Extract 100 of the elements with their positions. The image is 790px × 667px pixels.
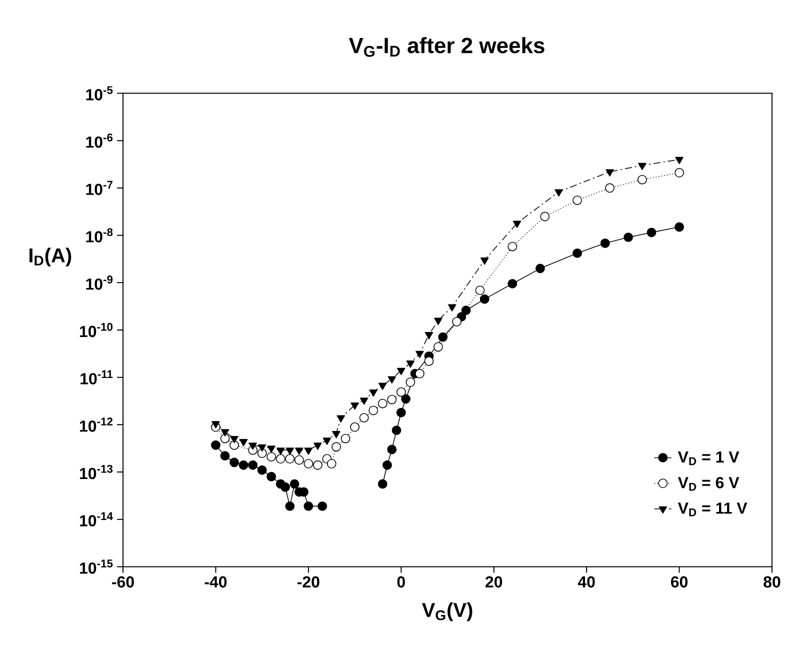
point	[350, 422, 360, 432]
point	[211, 440, 220, 450]
legend-label: V$_{D}$ = 6 V	[678, 476, 740, 491]
point	[280, 482, 290, 492]
x-tick-label: 0	[397, 576, 405, 588]
point	[382, 460, 392, 470]
x-tick-label: -60	[112, 576, 134, 588]
point	[332, 442, 341, 452]
point	[401, 394, 410, 404]
point	[238, 460, 248, 470]
y-tick-label: 10$^{-6}$	[86, 134, 113, 148]
point	[624, 232, 634, 242]
point	[295, 448, 304, 455]
point	[257, 465, 267, 475]
y-tick-label: 10$^{-13}$	[80, 464, 113, 480]
point	[304, 458, 314, 468]
point	[536, 264, 545, 274]
point	[480, 258, 489, 265]
point	[434, 318, 442, 326]
point	[369, 389, 378, 397]
point	[461, 306, 471, 316]
point	[434, 342, 443, 352]
point	[314, 442, 322, 450]
point	[304, 501, 314, 511]
x-tick-label: 20	[486, 576, 502, 588]
point	[258, 444, 266, 452]
point	[313, 460, 322, 470]
point	[230, 458, 239, 468]
point	[675, 156, 684, 164]
point	[340, 434, 350, 444]
y-axis-title: I$_{D}$(A)	[30, 248, 72, 266]
x-tick-label: 60	[670, 576, 688, 588]
point	[248, 442, 257, 450]
point	[230, 440, 239, 450]
y-tick-label: 10$^{-12}$	[80, 418, 113, 432]
point	[336, 415, 346, 422]
point	[378, 382, 387, 390]
point	[290, 479, 300, 489]
point	[606, 169, 614, 176]
point	[285, 501, 295, 511]
point	[424, 332, 434, 340]
point	[220, 434, 230, 444]
x-tick-label: -40	[204, 576, 227, 588]
y-tick-label: 10$^{-5}$	[86, 86, 113, 100]
point	[378, 479, 388, 489]
point	[438, 332, 448, 342]
x-tick-label: 40	[578, 576, 595, 588]
point	[239, 439, 248, 446]
y-tick-label: 10$^{-11}$	[80, 370, 113, 384]
point	[212, 421, 220, 428]
point	[294, 455, 304, 465]
point	[350, 402, 359, 410]
point	[248, 460, 258, 470]
point	[266, 452, 276, 462]
point	[318, 501, 328, 511]
point	[448, 304, 456, 312]
point	[638, 162, 646, 170]
point	[674, 222, 684, 232]
y-tick-label: 10$^{-14}$	[80, 512, 113, 526]
point	[540, 212, 550, 222]
point	[605, 183, 614, 193]
point	[326, 458, 336, 468]
point	[646, 228, 656, 238]
point	[414, 368, 424, 378]
chart-title: V$_{G}$-I$_{D}$ after 2 weeks	[348, 37, 544, 57]
point	[368, 406, 378, 416]
y-tick-label: 10$^{-10}$	[80, 322, 113, 338]
point	[230, 436, 238, 444]
point	[387, 444, 397, 454]
point	[267, 446, 276, 453]
y-tick-label: 10$^{-7}$	[86, 180, 112, 196]
point	[396, 408, 406, 418]
point	[508, 242, 518, 252]
point	[220, 429, 230, 436]
point	[304, 448, 313, 455]
point	[508, 279, 518, 288]
point	[285, 454, 295, 464]
point	[406, 377, 416, 387]
point	[396, 387, 406, 397]
point	[600, 238, 610, 248]
point	[392, 426, 402, 436]
point	[378, 398, 388, 408]
y-tick-label: 10$^{-8}$	[86, 228, 113, 242]
point	[387, 394, 397, 404]
point	[286, 448, 294, 455]
point	[220, 451, 230, 461]
point	[424, 356, 434, 366]
point	[388, 376, 396, 384]
x-tick-label: -20	[298, 576, 320, 588]
x-axis-title: V$_{G}$(V)	[422, 602, 472, 622]
point	[480, 294, 490, 304]
point	[360, 398, 368, 405]
point	[416, 350, 424, 358]
y-tick-label: 10$^{-15}$	[80, 560, 113, 574]
point	[674, 168, 684, 178]
legend-label: V$_{D}$ = 11 V	[678, 502, 748, 516]
point	[276, 454, 286, 464]
y-tick-label: 10$^{-9}$	[86, 276, 113, 290]
point	[276, 448, 285, 455]
point	[332, 430, 340, 438]
